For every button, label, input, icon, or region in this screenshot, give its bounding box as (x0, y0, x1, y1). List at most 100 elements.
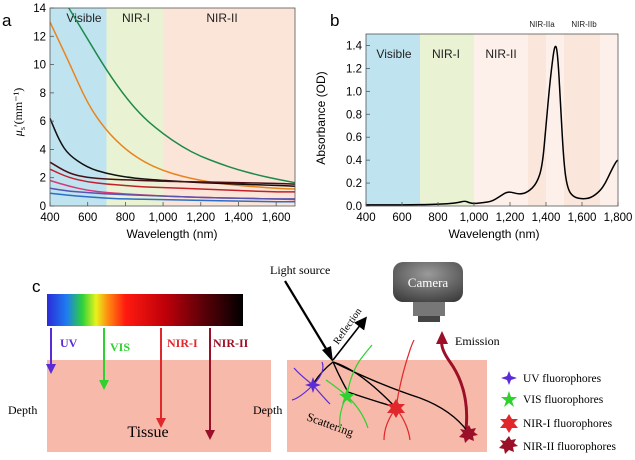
x-tick-label-5: 1,400 (224, 212, 253, 224)
panel-b-y-axis: 0.0 0.2 0.4 0.6 0.8 1.0 1.2 1.4 (346, 40, 370, 213)
x-tick-label-2: 800 (116, 212, 135, 224)
x-tick-label-1: 600 (78, 212, 97, 224)
series-line-4 (49, 168, 295, 193)
series-line-2 (49, 118, 296, 187)
region-label-0: Visible (376, 47, 411, 61)
y-tick-label-7: 1.4 (346, 40, 363, 52)
vis-label: VIS (110, 340, 130, 354)
reflection-arrow (332, 316, 367, 361)
legend-vis-icon (501, 391, 517, 407)
x-tick-label-0: 400 (40, 212, 59, 224)
panel-b-series (366, 45, 619, 206)
y-tick-label-6: 1.2 (346, 63, 362, 75)
series-line-0 (366, 45, 619, 206)
x-tick-label-7: 1,800 (604, 212, 633, 224)
y-tick-label-4: 8 (40, 88, 46, 100)
panel-b-ylabel: Absorbance (OD) (314, 71, 328, 164)
panel-a-region-labels: Visible NIR-I NIR-II (66, 11, 237, 25)
nir1-arrowhead (156, 418, 166, 428)
nir2-arrowhead (205, 430, 215, 440)
x-tick-label-3: 1,000 (460, 212, 489, 224)
nir1-fluorophore-icon (387, 399, 405, 418)
panel-b-xlabel: Wavelength (nm) (449, 227, 540, 241)
depth-label-left: Depth (8, 403, 37, 417)
y-tick-label-0: 0.0 (346, 201, 362, 213)
spectrum-bar (47, 294, 243, 326)
y-tick-label-2: 0.4 (346, 155, 363, 167)
panel-a-xlabel: Wavelength (nm) (127, 227, 218, 241)
nir2-label: NIR-II (213, 336, 249, 350)
series-line-1 (49, 21, 296, 190)
x-tick-label-2: 800 (428, 212, 447, 224)
panel-a-ylabel-sub: s (18, 127, 27, 130)
y-tick-label-3: 0.6 (346, 132, 362, 144)
panel-c-letter: c (32, 277, 41, 296)
light-source-label: Light source (270, 263, 330, 277)
x-tick-label-1: 600 (392, 212, 411, 224)
x-tick-label-3: 1,000 (149, 212, 178, 224)
region-label-2: NIR-II (206, 11, 237, 25)
vis-fluorophore-icon (339, 388, 355, 404)
region-label-2: NIR-II (485, 47, 516, 61)
panel-a-ylabel: μs′(mm⁻¹) (11, 88, 27, 137)
emission-path (440, 339, 469, 431)
region-label-4: NIR-IIb (571, 20, 597, 29)
region-label-1: NIR-I (432, 47, 460, 61)
legend-nir2: NIR-II fluorophores (523, 441, 616, 453)
depth-label-right: Depth (253, 403, 282, 417)
y-tick-label-1: 0.2 (346, 178, 362, 190)
series-line-6 (49, 187, 295, 200)
light-source-beam (284, 280, 329, 353)
y-tick-label-4: 0.8 (346, 109, 362, 121)
y-tick-label-2: 4 (40, 144, 47, 156)
legend-vis: VIS fluorophores (523, 394, 604, 406)
emission-arrowhead (436, 331, 448, 344)
x-tick-label-5: 1,400 (532, 212, 561, 224)
x-tick-label-4: 1,200 (496, 212, 525, 224)
tissue-block (47, 360, 271, 452)
vis-arrowhead (99, 380, 109, 390)
x-tick-label-0: 400 (356, 212, 375, 224)
light-source-arrowhead (322, 346, 333, 362)
tissue-label: Tissue (127, 424, 168, 441)
region-band-6 (600, 34, 618, 206)
panel-a-series (49, 7, 296, 203)
x-tick-label-4: 1,200 (186, 212, 215, 224)
y-tick-label-5: 10 (33, 60, 46, 72)
panel-c: c Depth Tissue UV VIS NIR-I NIR-II Depth… (8, 262, 616, 454)
y-tick-label-3: 6 (40, 116, 46, 128)
series-line-7 (49, 192, 295, 203)
legend-uv: UV fluorophores (523, 373, 602, 385)
region-label-3: NIR-IIa (529, 20, 555, 29)
nir2-fluorophore-icon (459, 425, 478, 443)
legend-uv-icon (501, 371, 517, 385)
region-label-0: Visible (66, 11, 101, 25)
panel-b: b Visible NIR-I NIR-II NIR-IIa NIR-IIb 400 60… (314, 11, 632, 241)
band-arrows: UV VIS NIR-I NIR-II (46, 328, 249, 440)
y-tick-label-0: 0 (40, 201, 46, 213)
series-line-0 (68, 7, 296, 184)
panel-a-letter: a (2, 11, 12, 30)
panel-a-y-axis: 0 2 4 6 8 10 12 14 (33, 3, 54, 213)
legend-nir1: NIR-I fluorophores (523, 418, 613, 430)
x-tick-label-6: 1,600 (568, 212, 597, 224)
region-label-1: NIR-I (122, 11, 150, 25)
nir1-label: NIR-I (167, 336, 198, 350)
panel-b-region-labels: Visible NIR-I NIR-II NIR-IIa NIR-IIb (376, 20, 597, 61)
legend-nir1-icon (500, 414, 518, 433)
y-tick-label-6: 12 (33, 31, 46, 43)
camera-icon (393, 262, 463, 322)
region-band-2 (163, 8, 295, 206)
panel-a: a Visible NIR-I NIR-II 400 600 800 1,000 1,200… (2, 3, 296, 241)
panel-a-frame (49, 7, 296, 207)
uv-label: UV (60, 336, 78, 350)
y-tick-label-7: 14 (33, 3, 46, 15)
uv-fluorophore-icon (305, 377, 321, 393)
x-tick-label-6: 1,600 (262, 212, 291, 224)
emission-label: Emission (455, 334, 500, 348)
y-tick-label-1: 2 (40, 173, 46, 185)
region-band-5 (564, 34, 600, 206)
legend-nir2-icon (499, 436, 518, 454)
panel-a-ylabel-rest: ′(mm⁻¹) (11, 88, 25, 127)
